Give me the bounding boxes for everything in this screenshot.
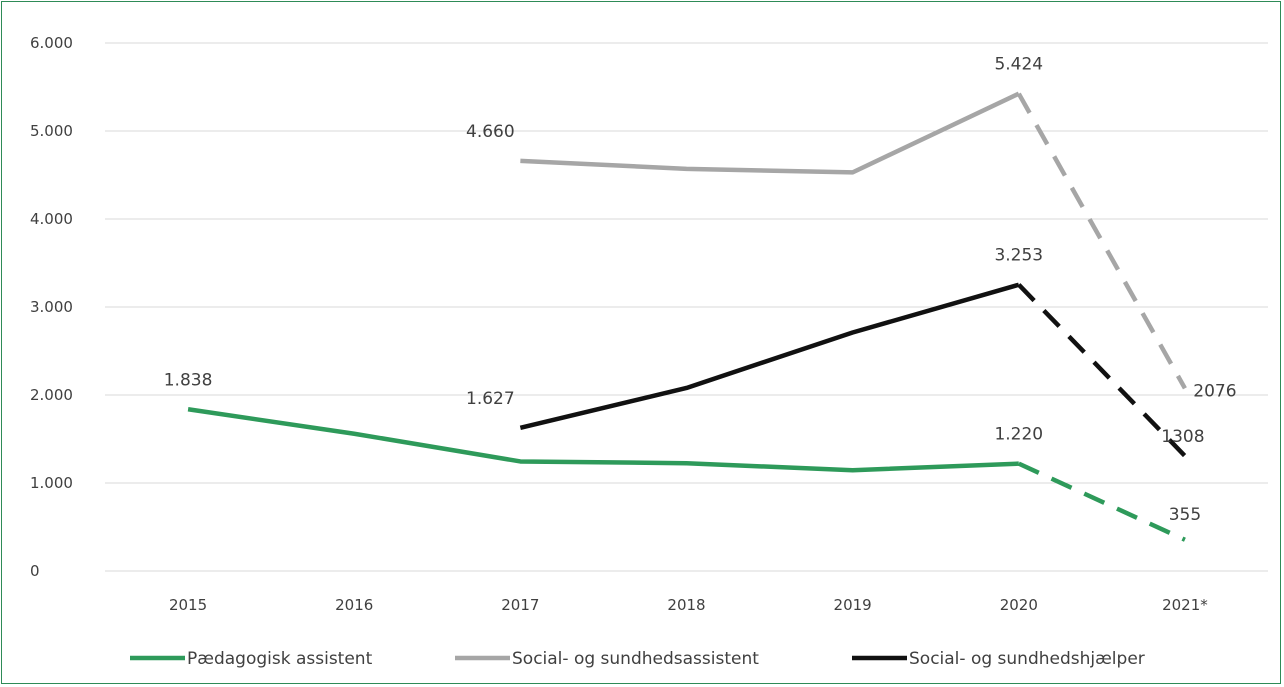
- y-axis-ticks: 0 1.000 2.000 3.000 4.000 5.000 6.000: [30, 34, 73, 580]
- legend: Pædagogisk assistent Social- og sundhedsa…: [130, 649, 1145, 669]
- series-line-solid: [520, 91, 1020, 175]
- x-tick-label: 2018: [667, 596, 705, 614]
- data-label: 4.660: [466, 122, 515, 142]
- x-tick-label: 2020: [1000, 596, 1038, 614]
- y-tick-label: 6.000: [30, 34, 73, 52]
- x-tick-label: 2017: [501, 596, 539, 614]
- series-line-dashed: [1017, 461, 1186, 542]
- legend-label: Social- og sundhedsassistent: [512, 649, 759, 669]
- x-tick-label: 2019: [834, 596, 872, 614]
- y-tick-label: 5.000: [30, 122, 73, 140]
- legend-label: Pædagogisk assistent: [187, 649, 373, 669]
- legend-label: Social- og sundhedshjælper: [909, 649, 1145, 669]
- data-label: 3.253: [994, 246, 1043, 266]
- data-label: 1.220: [994, 425, 1043, 445]
- x-tick-label: 2021*: [1162, 596, 1208, 614]
- y-tick-label: 1.000: [30, 474, 73, 492]
- y-tick-label: 0: [30, 562, 40, 580]
- data-label: 355: [1169, 505, 1201, 525]
- data-label: 5.424: [994, 55, 1043, 75]
- y-tick-label: 2.000: [30, 386, 73, 404]
- series-lines: [187, 91, 1187, 542]
- series-line-dashed: [1016, 92, 1187, 390]
- data-label: 1.627: [466, 389, 515, 409]
- series-line-solid: [187, 407, 1019, 473]
- series-line-dashed: [1017, 283, 1187, 458]
- data-label: 1308: [1161, 427, 1204, 447]
- y-tick-label: 4.000: [30, 210, 73, 228]
- data-labels: 1.838 1.220 355 4.660 5.424 2076 1.627 3.253 130…: [164, 55, 1237, 525]
- x-tick-label: 2015: [169, 596, 207, 614]
- x-tick-label: 2016: [335, 596, 373, 614]
- data-label: 2076: [1193, 381, 1236, 401]
- data-label: 1.838: [164, 370, 213, 390]
- gridlines: [105, 42, 1268, 572]
- series-line-solid: [519, 282, 1020, 431]
- x-axis-ticks: 2015 2016 2017 2018 2019 2020 2021*: [169, 596, 1208, 614]
- y-tick-label: 3.000: [30, 298, 73, 316]
